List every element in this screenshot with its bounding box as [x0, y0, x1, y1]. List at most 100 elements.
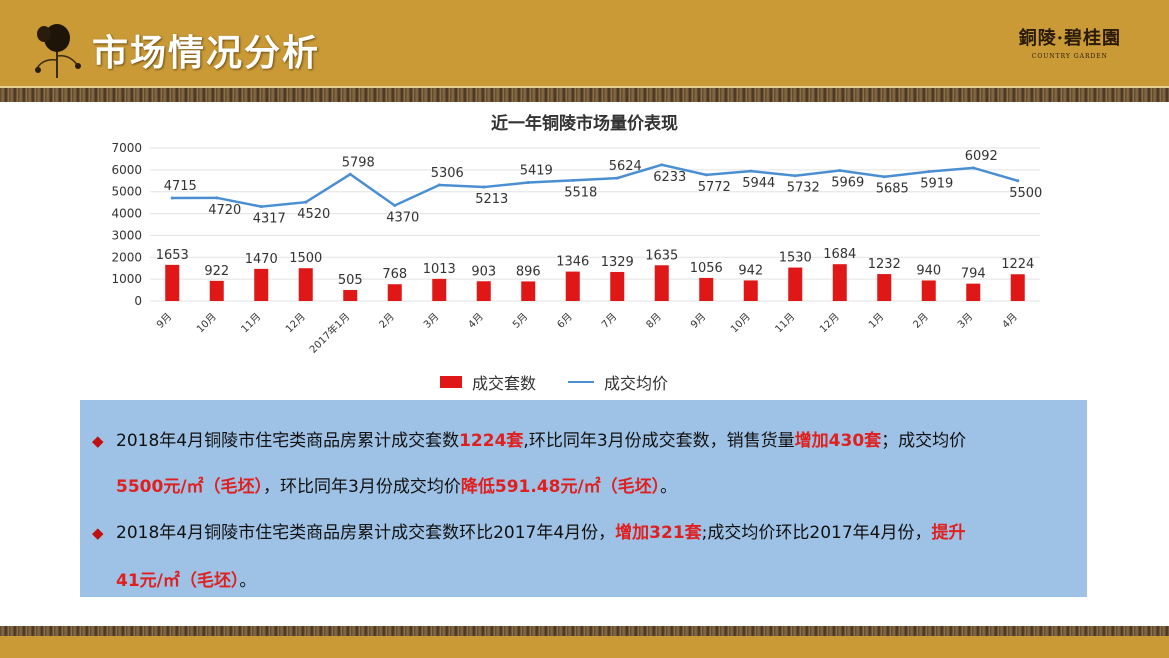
summary-line2-segment: 。 — [660, 477, 678, 497]
x-tick-label: 10月 — [194, 311, 219, 336]
price-line — [172, 163, 1019, 208]
bar-value-label: 903 — [471, 264, 496, 279]
line-point — [304, 200, 308, 204]
x-tick-label: 8月 — [644, 311, 664, 331]
line-value-label: 5732 — [787, 181, 820, 196]
x-tick-label: 3月 — [955, 311, 975, 331]
bar — [832, 264, 847, 301]
summary-line3-segment: ;成交均价环比2017年4月份， — [701, 523, 932, 543]
legend-swatch-line — [568, 381, 595, 383]
header-bar — [0, 0, 1169, 86]
brand-name-en: COUNTRY GARDEN — [1031, 53, 1108, 60]
bar-value-label: 1653 — [156, 248, 189, 263]
summary-line2-segment: 降低591.48元/㎡（毛坯） — [460, 477, 661, 497]
x-tick-label: 12月 — [817, 311, 842, 336]
bar — [699, 277, 714, 301]
combo-chart: 0 1000 2000 3000 4000 5000 6000 7000 1653 922 1470… — [111, 141, 1042, 356]
bar-value-label: 896 — [516, 264, 541, 279]
x-tick-label: 6月 — [555, 311, 575, 331]
line-value-label: 5969 — [831, 176, 864, 191]
bar — [877, 274, 892, 301]
summary-line1-segment: 1224套 — [459, 431, 524, 451]
x-tick-label: 10月 — [728, 311, 753, 336]
line-value-label: 4715 — [164, 179, 197, 194]
y-tick-label: 6000 — [111, 163, 142, 177]
y-tick-label: 3000 — [111, 228, 142, 242]
bar-value-label: 1635 — [645, 248, 678, 263]
line-point — [393, 203, 397, 207]
x-tick-label: 12月 — [283, 311, 308, 336]
footer-bar — [0, 636, 1169, 658]
line-point — [259, 205, 263, 209]
bar — [654, 265, 669, 301]
y-tick-label: 1000 — [111, 272, 142, 286]
bar — [209, 280, 224, 301]
line-point — [1016, 179, 1020, 183]
chart-title: 近一年铜陵市场量价表现 — [491, 114, 678, 134]
page-title: 市场情况分析 — [92, 33, 321, 74]
bar-value-label: 922 — [204, 264, 229, 279]
line-point — [571, 178, 575, 182]
x-tick-label: 1月 — [866, 311, 886, 331]
legend-swatch-bar — [440, 376, 462, 388]
line-point — [170, 196, 174, 200]
x-tick-label: 4月 — [466, 311, 486, 331]
summary-line1-segment: 增加430套 — [794, 431, 882, 451]
line-value-label: 5919 — [920, 177, 953, 192]
bar-value-label: 1346 — [556, 255, 589, 270]
bar-value-label: 1470 — [245, 252, 278, 267]
bar-value-label: 1530 — [779, 251, 812, 266]
bar — [521, 281, 536, 301]
lotus-logo-icon — [35, 24, 81, 78]
line-value-label: 5419 — [520, 164, 553, 179]
bar-value-label: 1056 — [690, 261, 723, 276]
line-point — [437, 183, 441, 187]
bar-value-label: 794 — [961, 267, 986, 282]
line-point — [660, 163, 664, 167]
y-tick-label: 7000 — [111, 141, 142, 155]
bar-value-label: 1500 — [289, 251, 322, 266]
summary-line1-segment: 2018年4月铜陵市住宅类商品房累计成交套数 — [116, 431, 460, 451]
line-point — [704, 173, 708, 177]
summary-line2-segment: 5500元/㎡（毛坯） — [116, 477, 264, 497]
line-value-label: 6092 — [965, 149, 998, 164]
summary-line-3: ◆ 2018年4月铜陵市住宅类商品房累计成交套数环比2017年4月份，增加321套… — [92, 518, 965, 543]
line-value-label: 6233 — [653, 170, 686, 185]
summary-line3-segment: 2018年4月铜陵市住宅类商品房累计成交套数环比2017年4月份， — [116, 523, 616, 543]
x-tick-label: 9月 — [154, 311, 174, 331]
line-point — [749, 169, 753, 173]
bar — [387, 284, 402, 301]
line-point — [348, 172, 352, 176]
chart-legend: 成交套数 成交均价 — [440, 370, 668, 394]
bar — [1010, 274, 1025, 301]
y-tick-label: 5000 — [111, 185, 142, 199]
y-tick-label: 0 — [134, 294, 142, 308]
summary-line-4: 41元/㎡（毛坯）。 — [116, 566, 256, 591]
line-value-label: 4370 — [386, 210, 419, 225]
summary-line4-segment: 。 — [239, 571, 257, 591]
bar-value-label: 505 — [338, 273, 363, 288]
line-point — [482, 185, 486, 189]
line-point — [927, 170, 931, 174]
summary-line2-segment: ，环比同年3月份成交均价 — [263, 477, 461, 497]
bar — [966, 283, 981, 301]
line-value-label: 4317 — [253, 212, 286, 227]
x-tick-label: 7月 — [599, 311, 619, 331]
summary-line3-segment: 增加321套 — [615, 523, 702, 543]
line-point — [971, 166, 975, 170]
summary-line-1: ◆ 2018年4月铜陵市住宅类商品房累计成交套数1224套,环比同年3月份成交套数… — [92, 426, 966, 451]
y-tick-label: 4000 — [111, 207, 142, 221]
x-tick-label: 9月 — [688, 311, 708, 331]
summary-line1-segment: ；成交均价 — [881, 431, 967, 451]
x-tick-label: 2月 — [377, 311, 397, 331]
summary-line4-segment: 41元/㎡（毛坯） — [116, 571, 240, 591]
x-tick-label: 2月 — [911, 311, 931, 331]
diamond-bullet-icon: ◆ — [92, 432, 104, 450]
bar-value-label: 940 — [916, 263, 941, 278]
bar-value-label: 1684 — [823, 247, 856, 262]
x-tick-label: 11月 — [239, 311, 264, 336]
x-tick-label: 4月 — [1000, 311, 1020, 331]
header-decorative-border — [0, 86, 1169, 102]
bar — [432, 278, 447, 301]
bar — [565, 271, 580, 301]
